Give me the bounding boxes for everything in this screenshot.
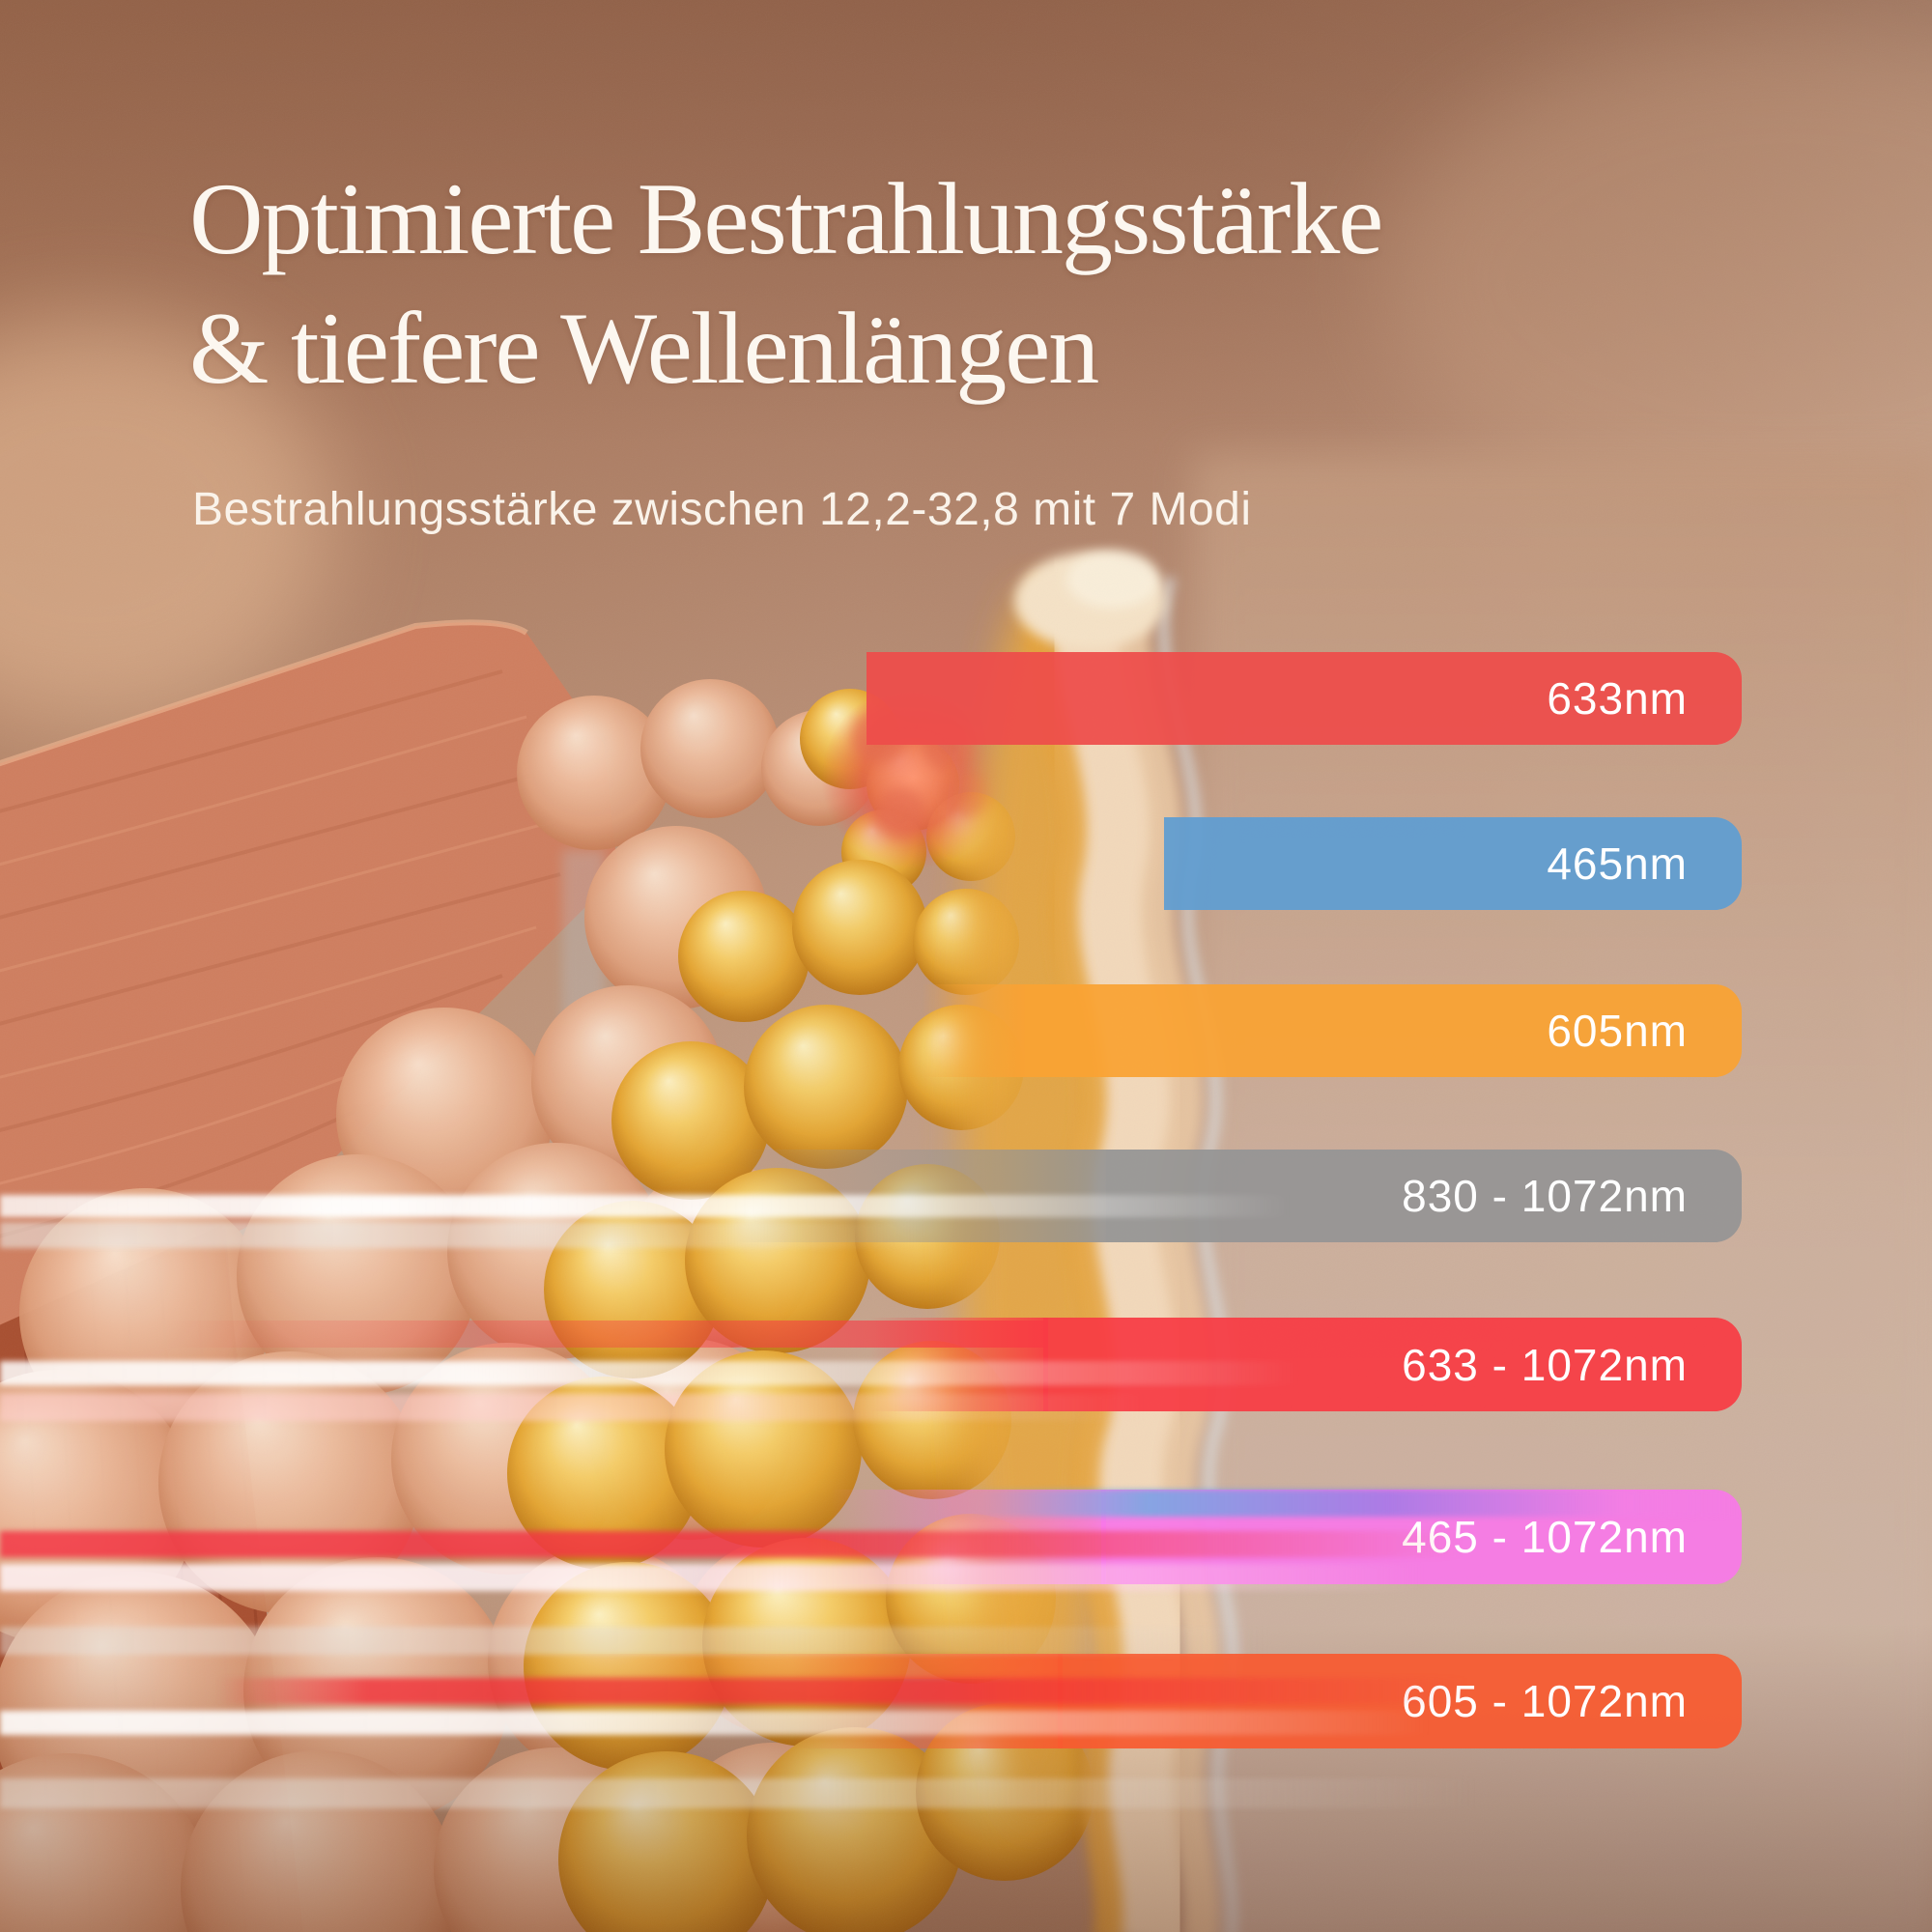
page-subtitle: Bestrahlungsstärke zwischen 12,2-32,8 mi… [192,484,1252,535]
light-streak-white [0,1361,1299,1385]
light-streak-red [217,1678,1468,1704]
title-line-1: Optimierte Bestrahlungsstärke [189,162,1383,275]
wavelength-bar-465nm: 465nm [1164,817,1742,910]
wavelength-label: 605nm [1547,1006,1688,1056]
wavelength-bar-605nm: 605nm [1025,984,1742,1077]
wavelength-label: 633nm [1547,673,1688,724]
light-streak-blue-purple [952,1490,1742,1517]
page-title: Optimierte Bestrahlungsstärke & tiefere … [189,155,1383,413]
light-streak-gray [0,1222,927,1248]
light-streak-gray [0,1627,1270,1655]
light-streak-white [0,1564,1425,1591]
light-streak-red [0,1531,1463,1557]
title-line-2: & tiefere Wellenlängen [189,292,1099,405]
bar-tail-605nm [923,984,1025,1077]
light-streak-pink [0,1394,1145,1421]
wavelength-label: 465nm [1547,838,1688,889]
wavelength-label: 633 - 1072nm [1402,1339,1688,1390]
wavelength-bar-633nm: 633nm [867,652,1742,745]
light-streak-white [0,1711,1430,1735]
light-streak-white [0,1195,1290,1217]
light-streak-gray [0,1778,1478,1808]
wavelength-label: 830 - 1072nm [1402,1171,1688,1221]
